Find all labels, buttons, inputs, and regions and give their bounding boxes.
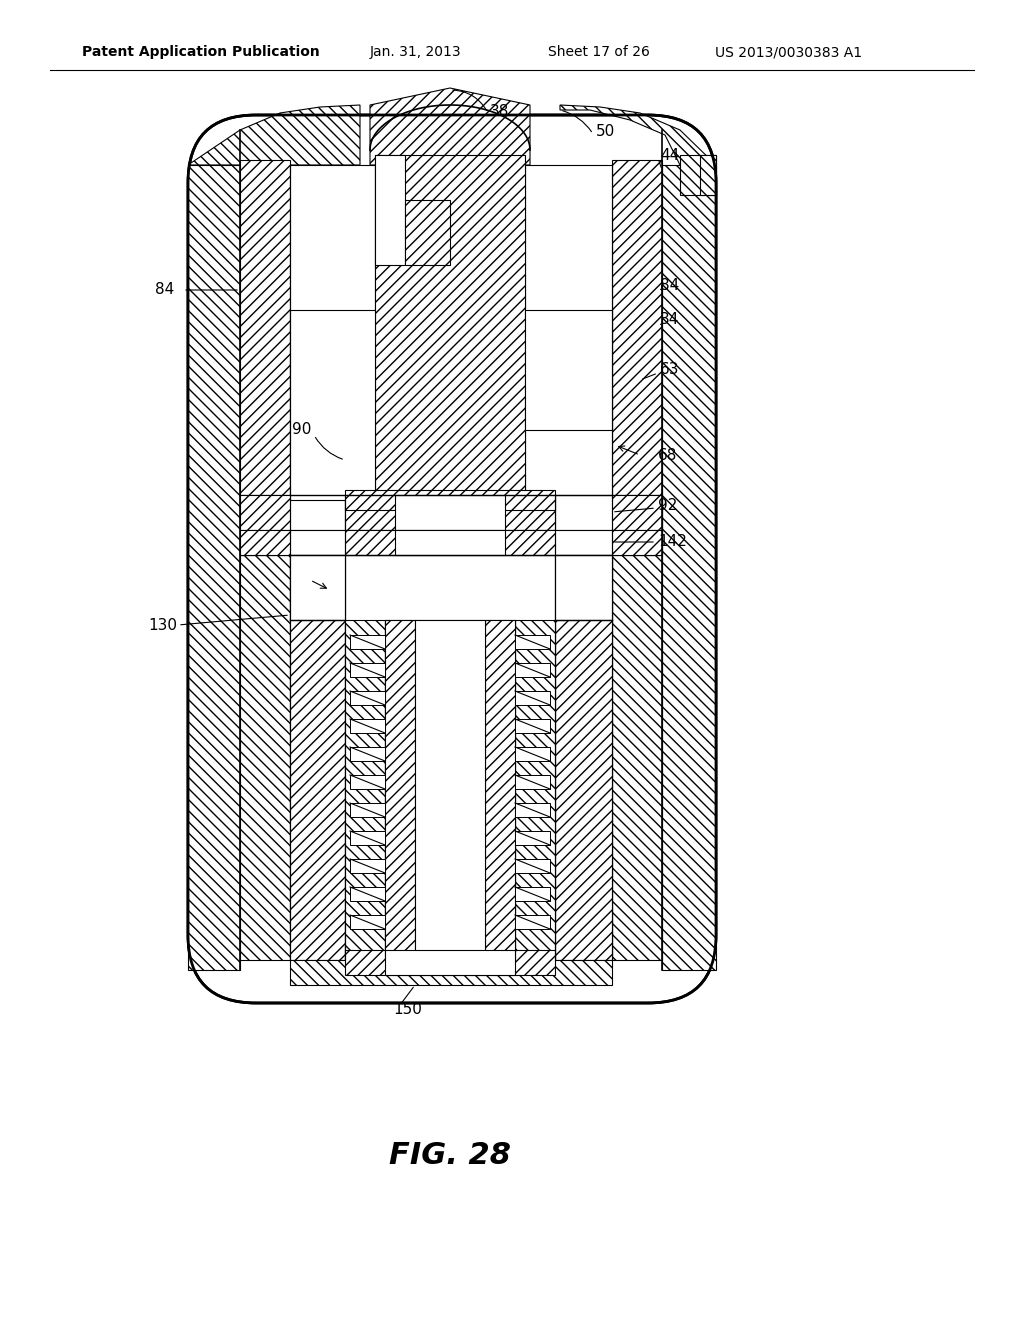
- Bar: [240, 531, 662, 554]
- Text: 150: 150: [393, 1002, 422, 1018]
- Bar: [350, 803, 385, 817]
- Bar: [406, 201, 450, 265]
- Bar: [290, 554, 345, 960]
- Bar: [515, 690, 550, 705]
- Bar: [350, 775, 385, 789]
- Text: 50: 50: [596, 124, 615, 140]
- Text: US 2013/0030383 A1: US 2013/0030383 A1: [715, 45, 862, 59]
- Bar: [345, 531, 555, 554]
- Text: 90: 90: [292, 422, 311, 437]
- Bar: [612, 554, 662, 960]
- Bar: [350, 859, 385, 873]
- Bar: [350, 832, 385, 845]
- Bar: [515, 859, 550, 873]
- Bar: [525, 165, 612, 510]
- Bar: [662, 165, 716, 970]
- Bar: [240, 554, 290, 960]
- Bar: [525, 310, 612, 430]
- Text: 142: 142: [658, 535, 687, 549]
- Text: 92: 92: [658, 498, 677, 512]
- Bar: [290, 554, 612, 960]
- Text: FIG. 28: FIG. 28: [389, 1140, 511, 1170]
- Bar: [515, 747, 550, 762]
- Polygon shape: [560, 106, 716, 195]
- Bar: [612, 531, 662, 554]
- Bar: [350, 915, 385, 929]
- Bar: [290, 310, 375, 500]
- Bar: [555, 554, 612, 620]
- Bar: [375, 154, 406, 265]
- Bar: [240, 495, 290, 531]
- Text: Sheet 17 of 26: Sheet 17 of 26: [548, 45, 650, 59]
- Bar: [350, 887, 385, 902]
- Bar: [345, 620, 385, 960]
- FancyBboxPatch shape: [188, 115, 716, 1003]
- Text: 44: 44: [660, 148, 679, 162]
- Bar: [240, 160, 290, 495]
- Bar: [515, 663, 550, 677]
- Bar: [700, 154, 716, 195]
- Bar: [485, 620, 515, 960]
- Bar: [680, 154, 716, 195]
- Bar: [515, 915, 550, 929]
- Polygon shape: [188, 106, 360, 165]
- Bar: [515, 635, 550, 649]
- Bar: [515, 832, 550, 845]
- Bar: [555, 495, 662, 531]
- Text: Patent Application Publication: Patent Application Publication: [82, 45, 319, 59]
- Bar: [385, 620, 415, 960]
- Bar: [515, 887, 550, 902]
- Bar: [612, 160, 662, 495]
- Bar: [515, 803, 550, 817]
- Text: 63: 63: [660, 363, 680, 378]
- Bar: [350, 747, 385, 762]
- Bar: [350, 663, 385, 677]
- Text: 84: 84: [155, 282, 174, 297]
- Text: 68: 68: [658, 447, 677, 462]
- Bar: [290, 960, 612, 985]
- Polygon shape: [370, 88, 530, 165]
- Bar: [385, 620, 515, 960]
- Text: 38: 38: [490, 104, 509, 120]
- Bar: [385, 950, 515, 975]
- Bar: [345, 950, 555, 975]
- Bar: [345, 554, 555, 960]
- Bar: [188, 165, 240, 970]
- Bar: [415, 620, 485, 960]
- Bar: [515, 620, 555, 960]
- Bar: [375, 154, 525, 510]
- Text: 84: 84: [660, 277, 679, 293]
- Bar: [290, 554, 345, 620]
- Bar: [612, 495, 662, 531]
- Bar: [240, 495, 345, 531]
- Text: Jan. 31, 2013: Jan. 31, 2013: [370, 45, 462, 59]
- Bar: [350, 635, 385, 649]
- Bar: [345, 495, 555, 531]
- Text: 34: 34: [660, 313, 679, 327]
- Bar: [555, 554, 612, 960]
- Bar: [240, 531, 290, 554]
- Bar: [350, 719, 385, 733]
- Bar: [395, 531, 505, 554]
- Bar: [350, 690, 385, 705]
- Bar: [515, 775, 550, 789]
- Text: 130: 130: [148, 618, 177, 632]
- Bar: [395, 495, 505, 531]
- Bar: [515, 719, 550, 733]
- Bar: [290, 165, 375, 510]
- Bar: [345, 490, 555, 510]
